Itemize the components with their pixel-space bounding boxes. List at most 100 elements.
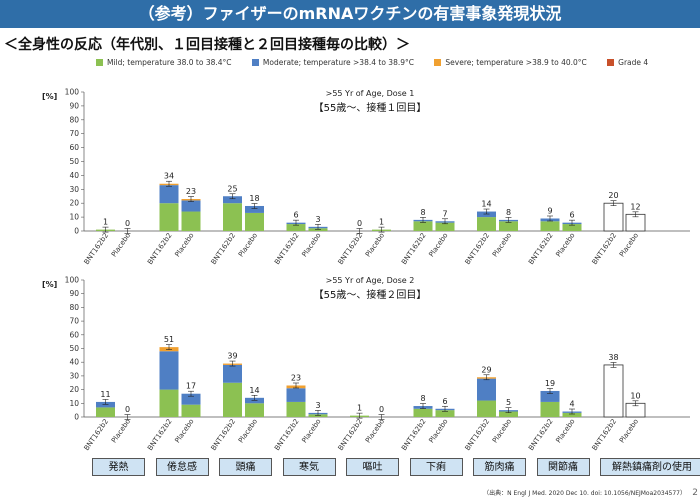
x-tick-label: BNT162b2 — [464, 232, 492, 267]
category-label-5: 嘔吐 — [346, 458, 399, 476]
legend-label-moderate: Moderate; temperature >38.4 to 38.9°C — [262, 58, 414, 67]
bar-segment-mild — [286, 224, 306, 231]
bar-segment-mild — [413, 408, 433, 417]
legend-swatch-severe — [434, 59, 442, 66]
bar-segment-mild — [435, 410, 455, 417]
x-tick-label: Placebo — [110, 418, 132, 445]
legend-swatch-moderate — [251, 59, 259, 66]
category-label-2: 倦怠感 — [155, 458, 209, 476]
bar-segment-mild — [540, 221, 560, 231]
bar-value-label: 19 — [545, 379, 555, 388]
legend-item-mild: Mild; temperature 38.0 to 38.4°C — [96, 58, 232, 67]
bar-segment-mild — [477, 217, 496, 231]
y-tick-label: 90 — [69, 289, 79, 298]
y-tick-label: 20 — [69, 199, 79, 208]
bar-value-label: 29 — [481, 365, 491, 374]
bar-segment-moderate — [181, 393, 201, 405]
bar-segment-moderate — [159, 351, 179, 390]
x-tick-label: Placebo — [554, 232, 576, 259]
x-tick-label: BNT162b2 — [337, 232, 365, 267]
y-tick-label: 10 — [69, 399, 79, 408]
x-tick-label: BNT162b2 — [146, 418, 174, 453]
bar-value-label: 0 — [125, 219, 130, 228]
x-tick-label: Placebo — [237, 232, 259, 259]
y-tick-label: 40 — [69, 171, 79, 180]
bar-outline — [603, 364, 624, 418]
x-tick-label: BNT162b2 — [591, 232, 619, 267]
bar-value-label: 1 — [379, 218, 384, 227]
bar-value-label: 20 — [608, 191, 618, 200]
bar-segment-mild — [181, 404, 201, 417]
bar-segment-moderate — [181, 200, 201, 212]
x-tick-label: Placebo — [618, 418, 640, 445]
bar-segment-mild — [435, 222, 455, 231]
y-tick-label: 100 — [65, 88, 80, 97]
page-title: （参考）ファイザーのmRNAワクチンの有害事象発現状況 — [0, 0, 700, 28]
bar-segment-mild — [181, 211, 201, 231]
y-tick-label: 30 — [69, 371, 79, 380]
page-subtitle: ＜全身性の反応（年代別、１回目接種と２回目接種毎の比較）＞ — [4, 37, 410, 53]
y-tick-label: 80 — [69, 303, 79, 312]
x-tick-label: BNT162b2 — [527, 418, 555, 453]
x-tick-label: Placebo — [110, 232, 132, 259]
bar-value-label: 1 — [103, 218, 108, 227]
x-tick-label: Placebo — [300, 418, 322, 445]
y-tick-label: 80 — [69, 115, 79, 124]
x-tick-label: BNT162b2 — [400, 232, 428, 267]
bar-value-label: 18 — [249, 194, 259, 203]
bar-value-label: 8 — [506, 208, 511, 217]
y-tick-label: 60 — [69, 143, 79, 152]
bar-segment-mild — [499, 411, 518, 417]
bar-value-label: 6 — [293, 211, 298, 220]
x-tick-label: BNT162b2 — [337, 418, 365, 453]
page-number: 2 — [692, 488, 698, 498]
x-tick-label: BNT162b2 — [273, 418, 301, 453]
bar-segment-mild — [477, 400, 496, 417]
y-axis-label: [%] — [42, 280, 57, 289]
bar-value-label: 12 — [630, 202, 640, 211]
x-tick-label: Placebo — [237, 418, 259, 445]
x-tick-label: Placebo — [300, 232, 322, 259]
y-tick-label: 70 — [69, 317, 79, 326]
y-tick-label: 90 — [69, 101, 79, 110]
bar-value-label: 4 — [569, 400, 574, 409]
bar-segment-moderate — [286, 388, 306, 402]
bar-segment-mild — [540, 401, 560, 417]
legend-swatch-grade4 — [607, 59, 615, 66]
x-tick-label: Placebo — [364, 418, 386, 445]
x-tick-label: Placebo — [427, 418, 449, 445]
bar-segment-mild — [223, 203, 242, 231]
bar-segment-moderate — [159, 185, 179, 204]
y-tick-label: 30 — [69, 185, 79, 194]
category-label-6: 下痢 — [409, 458, 463, 476]
y-tick-label: 70 — [69, 129, 79, 138]
legend-item-moderate: Moderate; temperature >38.4 to 38.9°C — [251, 58, 414, 67]
x-tick-label: Placebo — [427, 232, 449, 259]
bar-segment-mild — [562, 224, 582, 231]
bar-value-label: 3 — [315, 215, 320, 224]
bar-value-label: 34 — [164, 172, 174, 181]
category-label-8: 関節痛 — [536, 458, 590, 476]
bar-value-label: 23 — [291, 373, 301, 382]
bar-value-label: 25 — [227, 184, 237, 193]
bar-value-label: 6 — [569, 211, 574, 220]
bar-value-label: 0 — [357, 219, 362, 228]
bar-segment-mild — [562, 412, 582, 417]
bar-segment-mild — [223, 382, 242, 417]
bar-value-label: 10 — [630, 391, 640, 400]
bar-segment-mild — [413, 221, 433, 231]
legend-swatch-mild — [96, 59, 103, 66]
bar-value-label: 8 — [420, 208, 425, 217]
category-label-4: 寒気 — [282, 458, 336, 476]
source-citation: （出典：N Engl J Med. 2020 Dec 10. doi: 10.1… — [483, 490, 686, 497]
category-label-1: 発熱 — [92, 458, 145, 476]
y-tick-label: 20 — [69, 385, 79, 394]
y-tick-label: 0 — [74, 413, 79, 422]
x-tick-label: Placebo — [618, 232, 640, 259]
y-tick-label: 50 — [69, 157, 79, 166]
legend-label-grade4: Grade 4 — [618, 58, 649, 67]
x-tick-label: BNT162b2 — [400, 418, 428, 453]
bar-segment-mild — [499, 221, 518, 231]
x-tick-label: Placebo — [491, 232, 513, 259]
